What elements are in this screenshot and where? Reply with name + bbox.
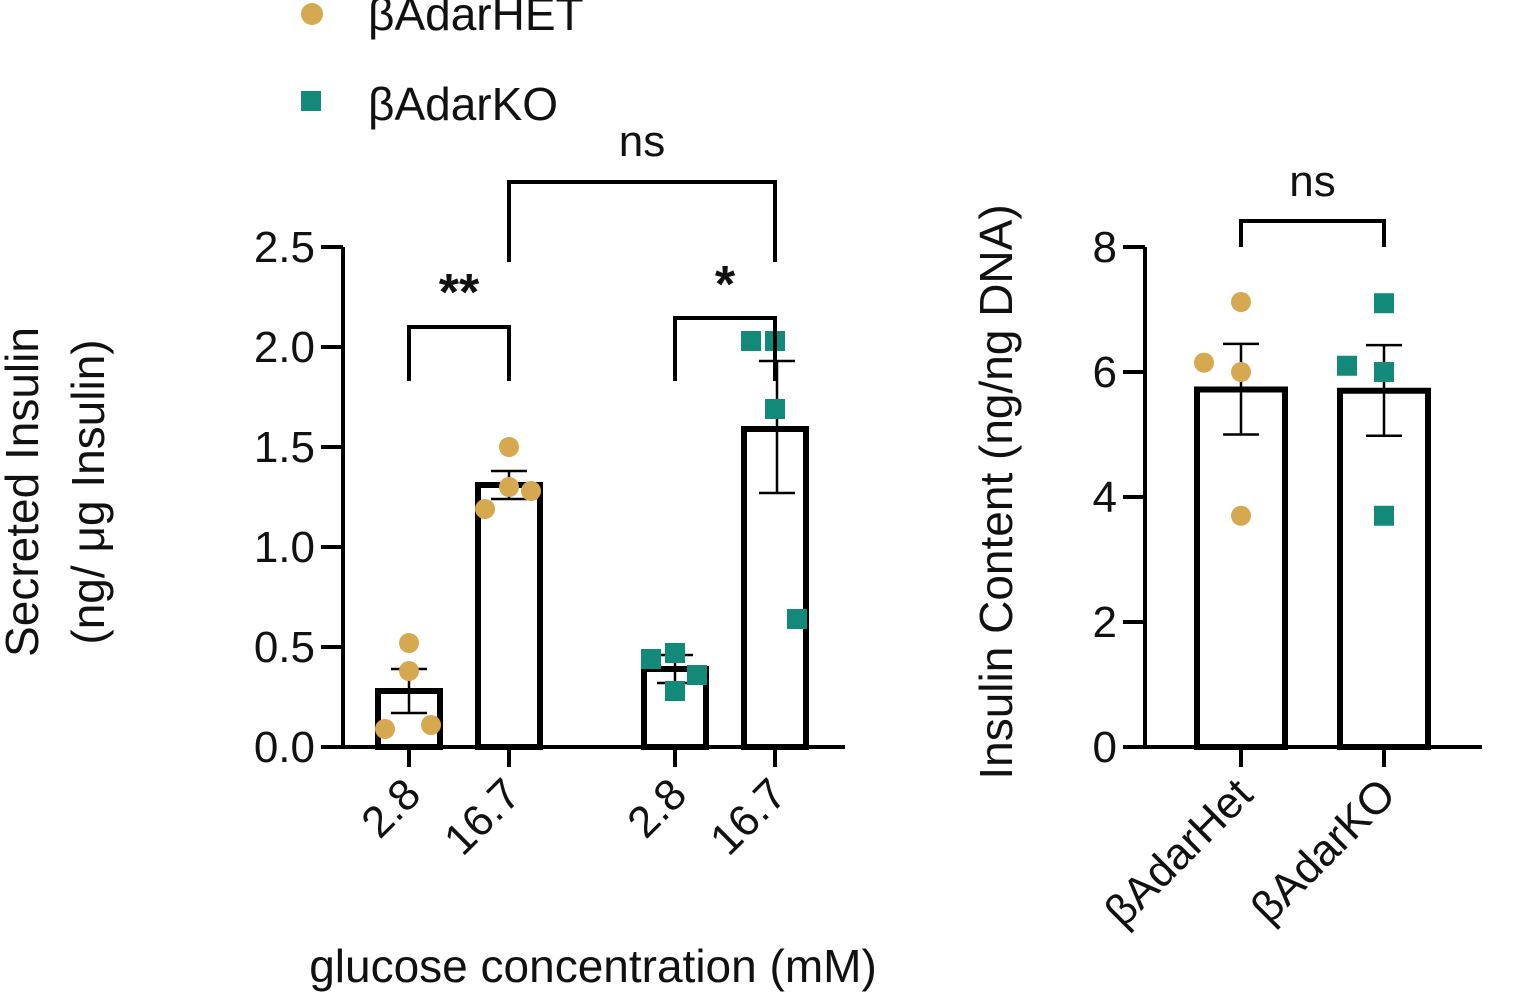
chart1-data-point: [521, 481, 541, 501]
chart1-ylabel-line2: (ng/ μg Insulin): [62, 339, 114, 644]
legend-marker-ko: [301, 91, 321, 111]
chart2-ylabel: Insulin Content (ng/ng DNA): [970, 204, 1022, 779]
chart1-data-point: [399, 633, 419, 653]
chart2-xtick-label: βAdarKO: [1242, 769, 1405, 932]
legend: βAdarHET βAdarKO: [301, 0, 584, 130]
chart2-data-point: [1374, 362, 1394, 382]
chart1-sig-bracket: [673, 316, 777, 381]
chart2-sig-label: ns: [1289, 157, 1335, 206]
chart1-ylabel-line1: Secreted Insulin: [0, 327, 48, 657]
legend-marker-het: [301, 3, 323, 25]
chart1-ytick-label: 0.5: [254, 623, 315, 672]
chart1-xlabel: glucose concentration (mM): [309, 940, 877, 992]
chart2-data-point: [1194, 352, 1214, 373]
chart2-ytick-label: 6: [1093, 348, 1117, 397]
chart2-sig-bracket: [1239, 219, 1386, 247]
chart1-data-point: [475, 499, 495, 519]
chart2-data-point: [1231, 292, 1251, 312]
chart1-sig-bracket: [407, 325, 511, 381]
chart2-data-point: [1374, 293, 1394, 314]
chart1-ytick-label: 1.0: [254, 523, 315, 572]
chart1-data-point: [787, 609, 807, 629]
chart1-ytick-label: 0.0: [254, 723, 315, 772]
chart1-bar: [475, 482, 543, 750]
chart1-xtick-label: 16.7: [435, 769, 530, 864]
chart2-ytick-label: 8: [1093, 223, 1117, 272]
chart2-data-point: [1337, 355, 1357, 376]
chart1-bar: [741, 426, 809, 750]
chart1-sig-label: *: [715, 256, 736, 314]
chart1-data-point: [399, 661, 419, 681]
chart1-xtick-label: 16.7: [701, 769, 796, 864]
chart1-data-point: [499, 477, 519, 497]
chart1-data-point: [687, 665, 707, 685]
chart1-data-point: [375, 719, 395, 739]
chart1-ytick-label: 2.5: [254, 223, 315, 272]
chart1-data-point: [499, 437, 519, 457]
chart2-data-point: [1374, 505, 1394, 526]
legend-label-het: βAdarHET: [368, 0, 584, 40]
chart1-sig-label: ns: [619, 117, 665, 166]
chart2-data-point: [1231, 505, 1251, 526]
chart1-data-point: [765, 399, 785, 419]
chart2-ytick-label: 2: [1093, 598, 1117, 647]
chart2-data-point: [1231, 362, 1251, 382]
chart2-bar: [1194, 386, 1288, 750]
legend-label-ko: βAdarKO: [368, 78, 558, 130]
chart1-data-point: [421, 715, 441, 735]
chart2-xtick-label: βAdarHet: [1095, 769, 1262, 936]
chart1-xtick-label: 2.8: [352, 769, 430, 847]
chart2-ytick-label: 0: [1093, 723, 1117, 772]
chart1-sig-bracket: [507, 180, 777, 262]
secreted-insulin-chart: Secreted Insulin (ng/ μg Insulin) glucos…: [0, 117, 877, 992]
chart1-ytick-label: 1.5: [254, 423, 315, 472]
insulin-content-chart: Insulin Content (ng/ng DNA) 0 2 4 6 8 βAdarHe…: [970, 157, 1482, 936]
chart1-data-point: [665, 681, 685, 701]
chart1-sig-label: **: [439, 264, 480, 322]
chart2-ytick-label: 4: [1093, 473, 1117, 522]
chart1-data-point: [741, 331, 761, 351]
chart1-data-point: [641, 649, 661, 669]
chart1-data-point: [665, 643, 685, 663]
chart1-ytick-label: 2.0: [254, 323, 315, 372]
chart2-bar: [1337, 387, 1431, 750]
chart1-xtick-label: 2.8: [618, 769, 696, 847]
